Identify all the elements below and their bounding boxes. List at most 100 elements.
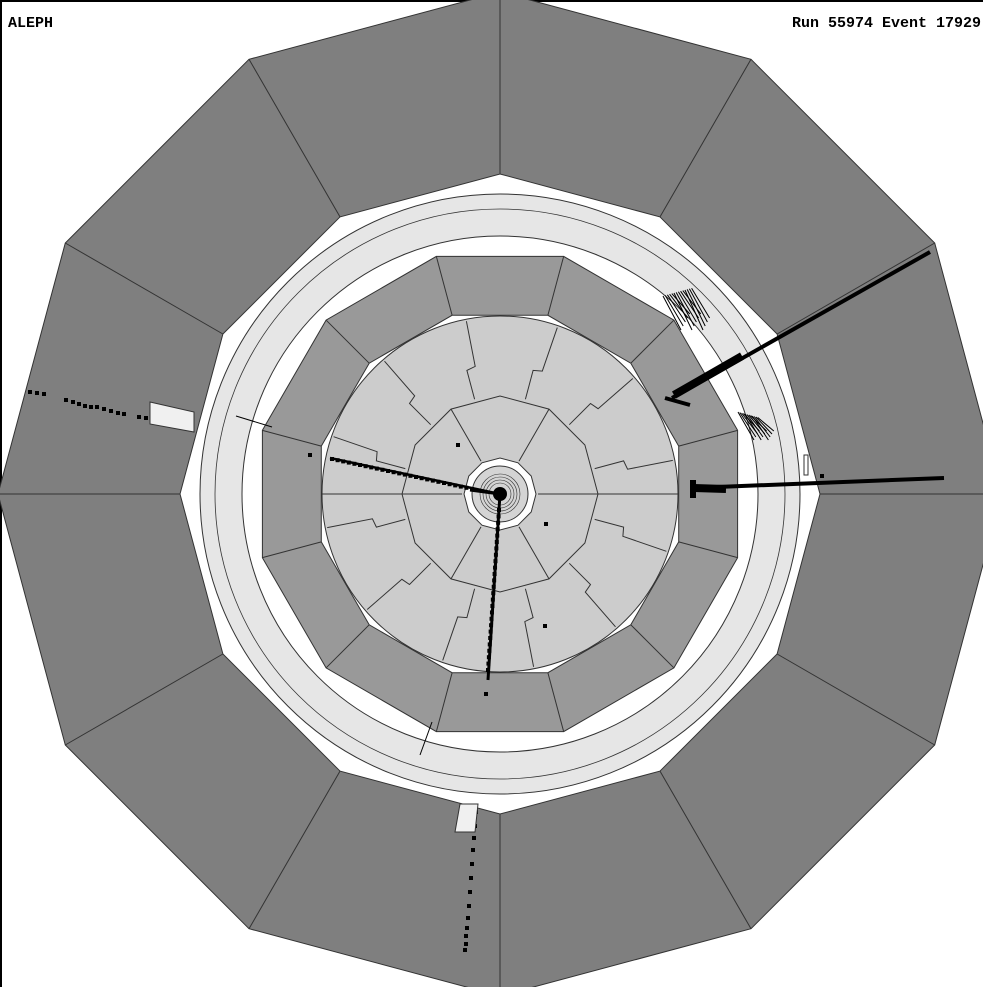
tpc-hit — [363, 464, 368, 469]
tpc-hit — [493, 565, 498, 570]
hcal-sector-divider — [248, 59, 341, 218]
tpc-hit — [486, 668, 490, 672]
muon-hit — [71, 400, 75, 404]
tpc-sector-boundary — [465, 321, 476, 400]
coil-track-segment — [235, 415, 273, 428]
tpc-hit — [486, 655, 491, 660]
tpc-hit — [352, 461, 357, 466]
tpc-hit — [425, 477, 430, 482]
tpc-hit — [497, 508, 501, 512]
tpc-hit — [436, 479, 441, 484]
muon-hit — [83, 404, 87, 408]
tpc-hit — [386, 469, 390, 473]
tpc-inner-divider — [518, 526, 550, 580]
track-stub — [469, 488, 501, 496]
calorimeter-jet-base — [672, 352, 744, 399]
muon-hit — [89, 405, 93, 409]
isolated-hit — [308, 453, 312, 457]
hcal-histogram-bar — [666, 294, 686, 323]
hcal-histogram-bar — [751, 415, 769, 441]
hcal-sector-divider — [776, 242, 935, 335]
ecal-module-divider — [547, 256, 565, 316]
isolated-hit — [544, 522, 548, 526]
tpc-hit — [470, 487, 474, 491]
tpc-hit — [492, 578, 497, 583]
tpc-hit — [442, 481, 446, 485]
ecal-module-divider — [262, 429, 322, 447]
ecal-module-divider — [678, 541, 738, 559]
tpc-hit — [486, 661, 491, 666]
ecal-module-divider — [262, 541, 322, 559]
tpc-hit — [447, 482, 452, 487]
tpc-sector-boundary — [524, 327, 558, 400]
tpc-sector-boundary — [594, 518, 667, 552]
tpc-inner-divider — [518, 408, 550, 462]
tpc-hit — [341, 459, 346, 464]
isolated-hit — [543, 624, 547, 628]
tpc-hit — [494, 546, 499, 551]
coil-track-segment — [419, 721, 433, 756]
tpc-hit — [453, 483, 458, 488]
ecal-module-divider — [435, 672, 453, 732]
tpc-hit — [487, 648, 492, 653]
muon-hit — [470, 862, 474, 866]
muon-chamber-hit-box — [149, 401, 195, 433]
hcal-histogram-bar — [746, 414, 764, 438]
calorimeter-jet-base — [693, 484, 727, 493]
isolated-hit — [484, 692, 488, 696]
hcal-histogram-bar — [664, 295, 684, 327]
tpc-sector-boundary — [568, 378, 634, 426]
tpc-hit — [464, 485, 469, 490]
hcal-histogram-bar — [753, 416, 771, 438]
calorimeter-jet — [691, 476, 945, 490]
tpc-hit — [391, 470, 396, 475]
ecal-module-divider — [630, 624, 675, 669]
tpc-inner-divider — [450, 408, 482, 462]
muon-hit — [468, 890, 472, 894]
hcal-histogram-bar — [757, 417, 775, 432]
muon-hit — [469, 876, 473, 880]
hcal-histogram-bar — [688, 288, 708, 323]
ecal-deposit — [690, 480, 696, 498]
hcal-sector-divider — [776, 653, 935, 746]
experiment-label: ALEPH — [8, 15, 54, 32]
hcal-sector-divider — [248, 770, 341, 929]
tpc-hit — [380, 467, 385, 472]
tpc-hit — [492, 572, 497, 576]
tpc-hit — [495, 533, 500, 538]
hcal-histogram-bar — [744, 413, 762, 441]
tpc-hit — [490, 604, 495, 608]
muon-hit — [144, 416, 148, 420]
muon-hit — [464, 934, 468, 938]
muon-hit — [466, 916, 470, 920]
tpc-hit — [496, 520, 501, 525]
tpc-sector-boundary — [366, 562, 432, 610]
muon-hit — [42, 392, 46, 396]
hcal-histogram-bar — [673, 292, 693, 331]
hcal-histogram-bar — [684, 289, 704, 331]
hcal-histogram-bar — [677, 291, 697, 323]
ecal-module-divider — [547, 672, 565, 732]
muon-hit — [116, 411, 120, 415]
tpc-hit — [489, 616, 494, 621]
calorimeter-jet-base — [664, 396, 691, 407]
tpc-sector-boundary — [333, 436, 406, 470]
hcal-sector-divider — [659, 59, 752, 218]
tpc-hit — [493, 552, 498, 557]
tpc-inner-divider — [450, 526, 482, 580]
muon-hit — [28, 390, 32, 394]
run-event-label: Run 55974 Event 17929 — [791, 15, 981, 32]
coil-layer — [214, 208, 786, 780]
tpc-sector-boundary — [327, 518, 406, 529]
tpc-hit — [491, 584, 496, 589]
tpc-hit — [489, 610, 494, 615]
muon-hit — [102, 407, 106, 411]
muon-hit — [109, 409, 113, 413]
tpc-hit — [414, 475, 418, 479]
ecal-module-divider — [435, 256, 453, 316]
coil-marker — [803, 454, 809, 476]
tpc-hit — [402, 472, 407, 477]
tpc-hit — [397, 471, 402, 476]
muon-hit — [464, 942, 468, 946]
ecal-module-divider — [678, 429, 738, 447]
